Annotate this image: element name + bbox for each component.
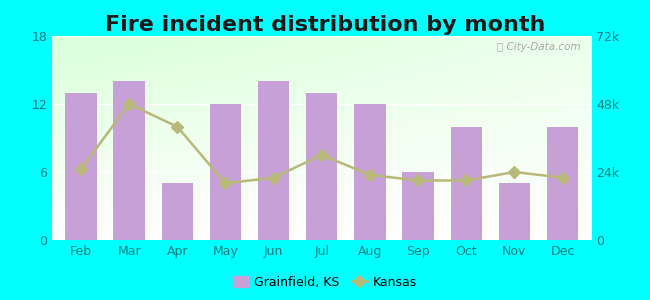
- Bar: [450, 127, 482, 240]
- Bar: [65, 93, 97, 240]
- Bar: [354, 104, 385, 240]
- Bar: [113, 81, 145, 240]
- Bar: [306, 93, 337, 240]
- Bar: [547, 127, 578, 240]
- Bar: [402, 172, 434, 240]
- Text: Fire incident distribution by month: Fire incident distribution by month: [105, 15, 545, 35]
- Bar: [210, 104, 241, 240]
- Text: ⓘ City-Data.com: ⓘ City-Data.com: [497, 42, 580, 52]
- Legend: Grainfield, KS, Kansas: Grainfield, KS, Kansas: [227, 271, 422, 294]
- Bar: [258, 81, 289, 240]
- Bar: [499, 183, 530, 240]
- Bar: [162, 183, 193, 240]
